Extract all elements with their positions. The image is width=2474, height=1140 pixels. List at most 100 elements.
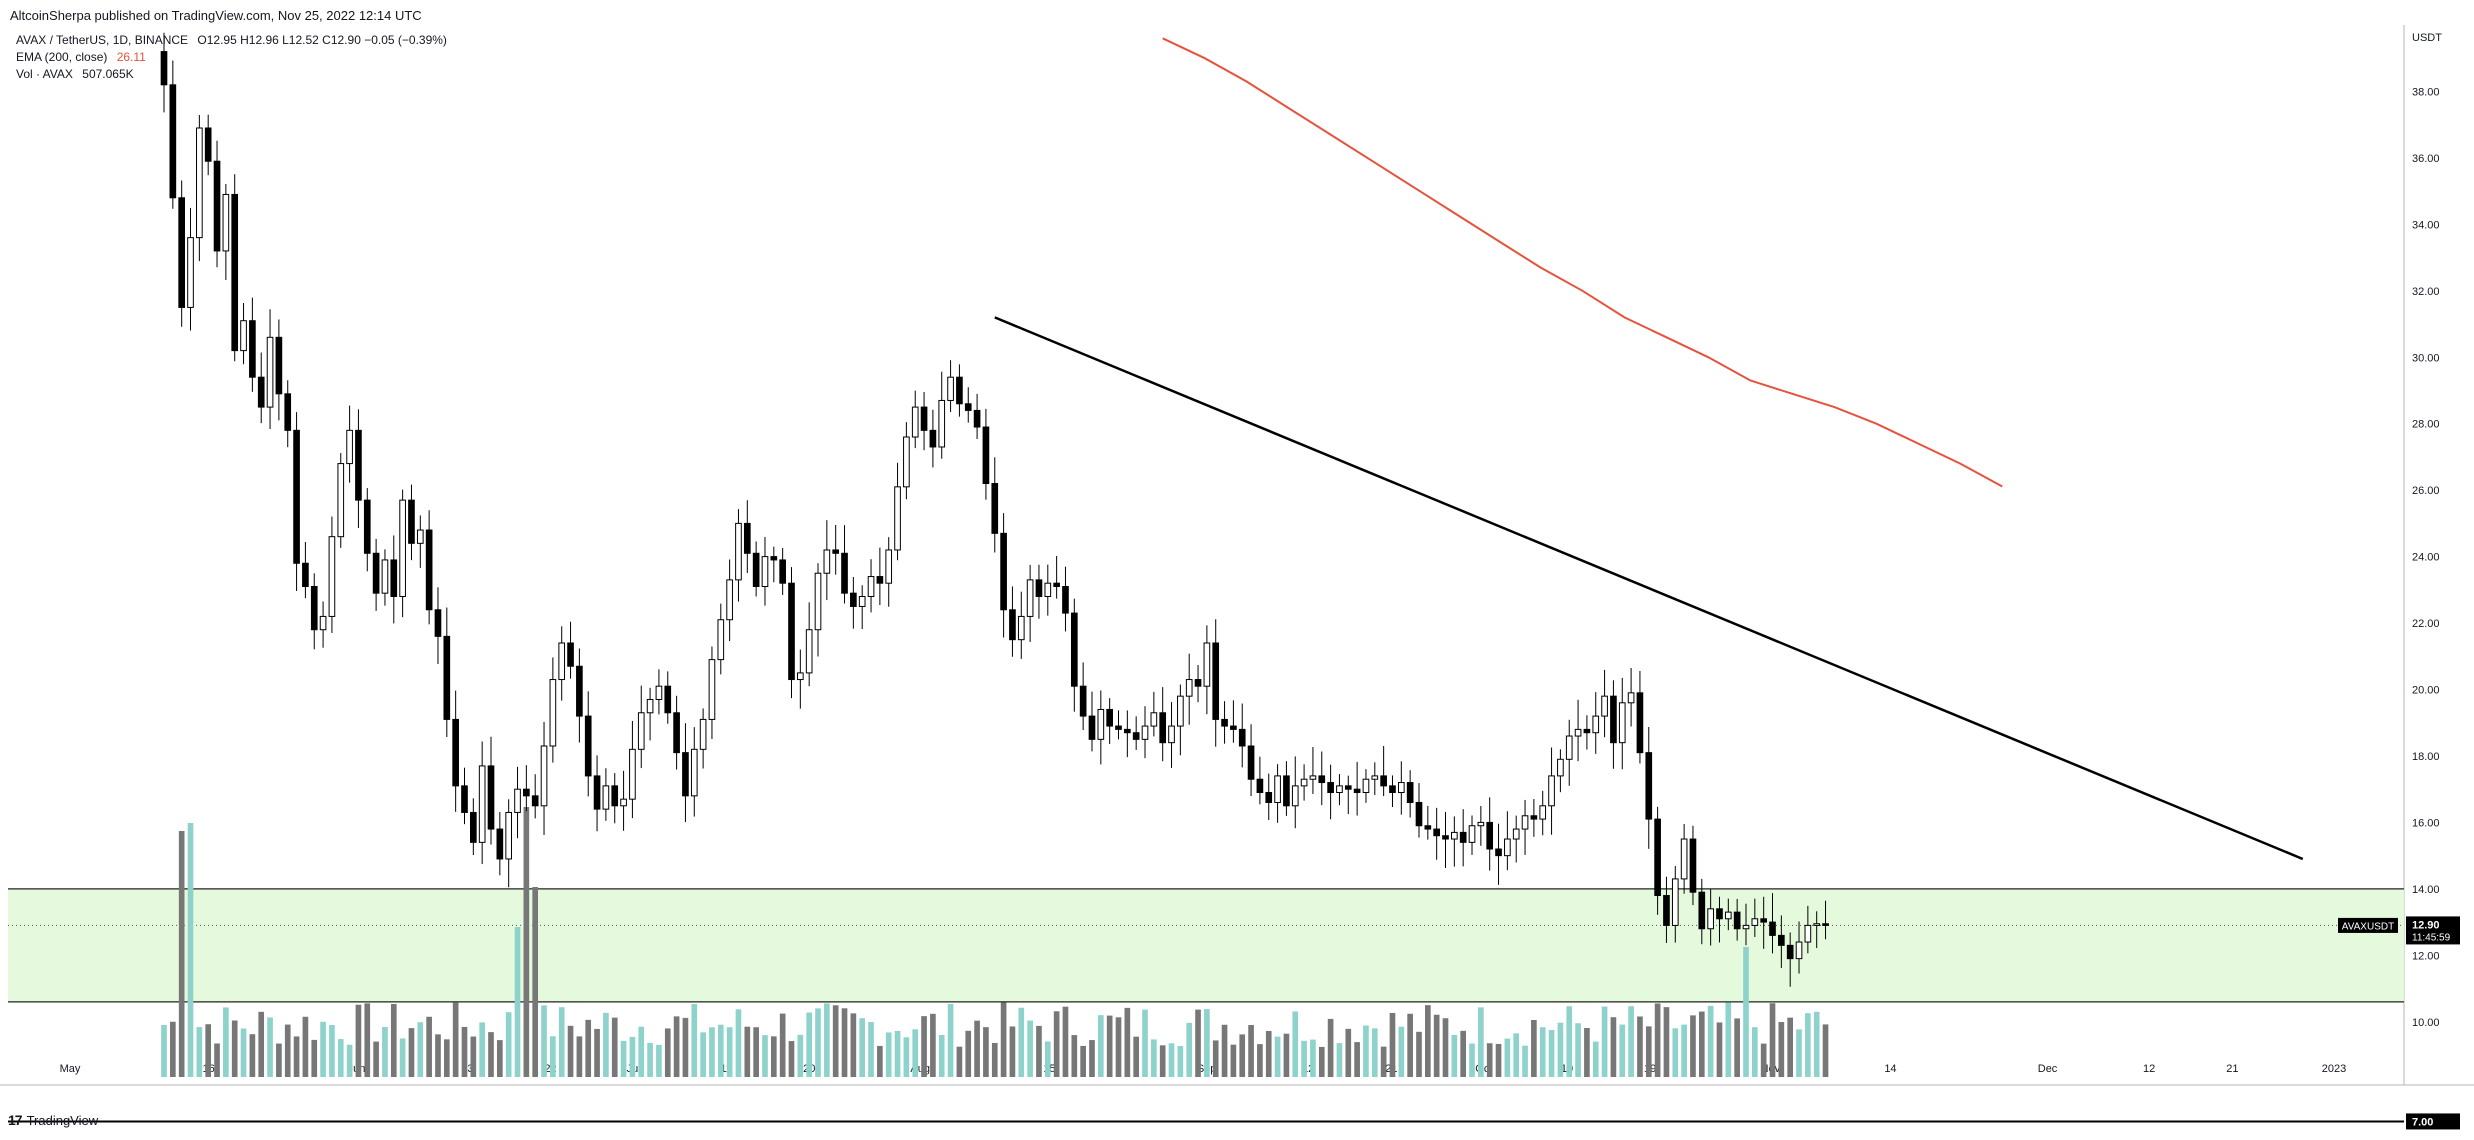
candle[interactable] bbox=[1601, 695, 1608, 717]
candle[interactable] bbox=[355, 429, 362, 501]
candle[interactable] bbox=[1565, 735, 1573, 760]
candle[interactable] bbox=[284, 393, 292, 431]
candle[interactable] bbox=[1645, 752, 1653, 820]
candle[interactable] bbox=[1539, 805, 1547, 820]
candle[interactable] bbox=[1221, 718, 1228, 727]
candle[interactable] bbox=[726, 579, 733, 621]
candle[interactable] bbox=[1353, 788, 1361, 794]
candle[interactable] bbox=[620, 798, 627, 807]
candle[interactable] bbox=[302, 562, 309, 588]
candle[interactable] bbox=[956, 376, 963, 405]
candle[interactable] bbox=[1433, 828, 1440, 837]
candle[interactable] bbox=[416, 529, 424, 544]
candle[interactable] bbox=[841, 552, 848, 594]
candle[interactable] bbox=[1557, 758, 1564, 777]
candle[interactable] bbox=[505, 811, 513, 860]
candle[interactable] bbox=[788, 582, 795, 681]
candle[interactable] bbox=[1318, 775, 1326, 784]
candle[interactable] bbox=[655, 685, 663, 700]
candle[interactable] bbox=[408, 499, 415, 544]
candle[interactable] bbox=[646, 698, 654, 714]
candle[interactable] bbox=[1512, 828, 1520, 840]
candle[interactable] bbox=[240, 320, 247, 352]
candle[interactable] bbox=[1044, 582, 1052, 597]
candle[interactable] bbox=[319, 615, 327, 631]
candle[interactable] bbox=[1274, 775, 1281, 803]
candle[interactable] bbox=[1150, 712, 1158, 727]
candle[interactable] bbox=[1548, 775, 1555, 807]
descending-trendline[interactable] bbox=[994, 316, 2304, 861]
candle[interactable] bbox=[1265, 792, 1273, 803]
candle[interactable] bbox=[761, 556, 769, 588]
candle[interactable] bbox=[1451, 831, 1458, 840]
candle[interactable] bbox=[973, 409, 981, 428]
candle[interactable] bbox=[1689, 838, 1697, 893]
candle[interactable] bbox=[1424, 825, 1432, 830]
legend-symbol-row[interactable]: AVAX / TetherUS, 1D, BINANCE O12.95 H12.… bbox=[16, 32, 447, 49]
candle[interactable] bbox=[1017, 615, 1025, 641]
candle[interactable] bbox=[1291, 785, 1299, 807]
candle[interactable] bbox=[885, 549, 893, 584]
candle[interactable] bbox=[1778, 934, 1785, 946]
candle[interactable] bbox=[991, 483, 999, 534]
candle[interactable] bbox=[1141, 725, 1149, 740]
candle[interactable] bbox=[770, 556, 778, 561]
candle[interactable] bbox=[1618, 702, 1626, 744]
candle[interactable] bbox=[1610, 695, 1617, 744]
candle[interactable] bbox=[1088, 715, 1096, 740]
candle[interactable] bbox=[611, 785, 619, 807]
candle[interactable] bbox=[637, 712, 645, 750]
candle[interactable] bbox=[1115, 725, 1122, 730]
candle[interactable] bbox=[523, 788, 530, 797]
candle[interactable] bbox=[876, 576, 884, 584]
candle[interactable] bbox=[797, 672, 804, 681]
candle[interactable] bbox=[708, 659, 716, 720]
candle[interactable] bbox=[178, 197, 186, 308]
candle[interactable] bbox=[779, 559, 786, 584]
legend-symbol[interactable]: AVAX / TetherUS, 1D, BINANCE bbox=[16, 33, 189, 47]
candle[interactable] bbox=[664, 685, 672, 714]
candle[interactable] bbox=[1627, 692, 1635, 704]
candle[interactable] bbox=[1822, 923, 1829, 926]
candle[interactable] bbox=[1733, 911, 1741, 930]
candle[interactable] bbox=[1813, 923, 1821, 926]
candle[interactable] bbox=[805, 629, 813, 674]
candle[interactable] bbox=[443, 635, 451, 720]
candle[interactable] bbox=[1486, 821, 1494, 850]
candle[interactable] bbox=[514, 788, 521, 813]
candle[interactable] bbox=[310, 586, 318, 631]
footer-brand[interactable]: 17 TradingView bbox=[8, 1112, 98, 1128]
candle[interactable] bbox=[266, 336, 274, 408]
candle[interactable] bbox=[1097, 708, 1105, 740]
candle[interactable] bbox=[1238, 728, 1246, 747]
candle[interactable] bbox=[1504, 838, 1511, 857]
candle[interactable] bbox=[1062, 586, 1069, 614]
candle[interactable] bbox=[1406, 782, 1414, 803]
candle[interactable] bbox=[1459, 831, 1467, 843]
candle[interactable] bbox=[390, 559, 398, 597]
candle[interactable] bbox=[938, 399, 946, 448]
candle[interactable] bbox=[461, 785, 468, 813]
candle[interactable] bbox=[1132, 732, 1140, 740]
candle[interactable] bbox=[1124, 728, 1131, 734]
candle[interactable] bbox=[602, 785, 610, 810]
candle[interactable] bbox=[434, 609, 442, 637]
candle[interactable] bbox=[947, 376, 954, 401]
candle[interactable] bbox=[850, 592, 857, 607]
candle[interactable] bbox=[1671, 878, 1679, 926]
candle[interactable] bbox=[293, 429, 300, 564]
candle[interactable] bbox=[1592, 715, 1600, 734]
candle[interactable] bbox=[1742, 924, 1750, 930]
candle[interactable] bbox=[1362, 778, 1370, 794]
candle[interactable] bbox=[1583, 728, 1591, 734]
candle[interactable] bbox=[1309, 775, 1317, 780]
candle[interactable] bbox=[743, 522, 751, 554]
candle[interactable] bbox=[894, 486, 901, 551]
candle[interactable] bbox=[1477, 821, 1485, 827]
candle[interactable] bbox=[814, 572, 822, 631]
candle[interactable] bbox=[1495, 848, 1502, 857]
candle[interactable] bbox=[169, 84, 177, 199]
candle[interactable] bbox=[752, 552, 760, 588]
candle[interactable] bbox=[903, 436, 910, 488]
